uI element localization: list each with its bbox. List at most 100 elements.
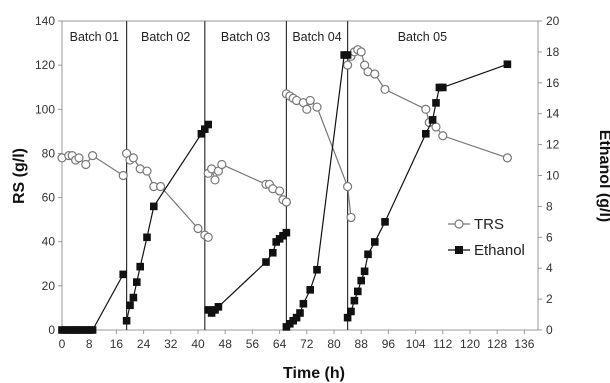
data-point (343, 181, 353, 192)
x-tick-label: 48 (219, 337, 233, 351)
legend: TRS Ethanol (448, 216, 525, 259)
y2-tick-label: 6 (546, 230, 553, 244)
data-point (81, 159, 91, 170)
data-point (381, 218, 389, 226)
data-point (305, 95, 315, 106)
series-line (126, 124, 209, 321)
data-point (142, 166, 152, 176)
x-tick-label: 112 (433, 337, 452, 351)
data-point (343, 313, 352, 322)
data-point (281, 197, 291, 207)
y2-axis-title: Ethanol (g/l) (596, 130, 610, 222)
data-point (302, 104, 312, 114)
data-point (360, 267, 369, 276)
data-point (313, 265, 321, 274)
x-tick-label: 80 (327, 337, 341, 351)
batch-label: Batch 04 (292, 30, 341, 44)
data-point (203, 232, 213, 242)
series-ethanol (58, 51, 512, 334)
data-point (422, 129, 430, 138)
y2-tick-label: 20 (546, 14, 560, 28)
data-point (129, 293, 138, 302)
data-point (143, 233, 151, 242)
batch-label: Batch 05 (398, 30, 447, 44)
data-point (282, 228, 291, 237)
x-tick-label: 16 (110, 337, 124, 351)
y2-tick-label: 4 (546, 261, 553, 275)
data-point (371, 238, 379, 246)
data-point (312, 102, 322, 112)
series-layer (57, 45, 512, 334)
y-tick-label: 140 (35, 14, 55, 28)
data-point (201, 125, 209, 133)
legend-trs-marker (454, 219, 464, 229)
batch-label: Batch 02 (141, 30, 190, 44)
data-point (275, 186, 285, 196)
x-tick-label: 24 (137, 337, 151, 351)
data-point (119, 270, 127, 279)
y2-tick-label: 2 (546, 292, 553, 306)
y-axis-title: RS (g/l) (11, 148, 28, 204)
data-point (128, 153, 138, 163)
x-tick-label: 128 (487, 337, 507, 351)
data-point (370, 69, 380, 79)
data-point (126, 301, 134, 310)
x-tick-label: 0 (59, 337, 66, 351)
data-point (350, 296, 359, 305)
data-point (197, 129, 206, 138)
data-point (156, 181, 166, 192)
batch-boundaries (125, 21, 349, 330)
legend-trs-label: TRS (474, 216, 504, 233)
x-tick-label: 56 (246, 337, 260, 351)
data-point (262, 258, 270, 266)
y-tick-label: 40 (42, 235, 56, 249)
data-point (439, 83, 447, 92)
data-point (357, 276, 365, 285)
data-point (503, 60, 512, 69)
x-tick-label: 104 (406, 337, 426, 351)
data-point (364, 250, 372, 259)
data-point (347, 307, 355, 316)
x-tick-label: 136 (514, 337, 534, 351)
batch-label: Batch 01 (70, 30, 119, 44)
y2-tick-label: 10 (546, 169, 560, 183)
data-point (296, 309, 304, 317)
data-point (346, 212, 356, 223)
series-trs (57, 45, 512, 242)
data-point (292, 313, 301, 322)
y-tick-label: 100 (35, 102, 55, 116)
y-tick-label: 0 (48, 323, 55, 337)
data-point (150, 202, 158, 211)
y2-tick-label: 14 (546, 107, 560, 121)
series-line (347, 48, 508, 159)
y-tick-label: 120 (35, 58, 55, 72)
y2-tick-label: 0 (546, 323, 553, 337)
data-point (428, 116, 437, 124)
legend-ethanol-label: Ethanol (474, 242, 525, 259)
y-tick-label: 80 (42, 146, 56, 160)
x-axis-title: Time (h) (283, 365, 345, 382)
labels-layer: 0 8 16 24 32 40 48 56 64 72 80 88 96 104 112 120 128 1360… (35, 14, 560, 351)
y2-tick-label: 8 (546, 199, 553, 213)
x-tick-label: 40 (191, 337, 205, 351)
data-point (122, 316, 131, 325)
y2-tick-label: 18 (546, 45, 560, 59)
x-tick-label: 120 (460, 337, 480, 351)
x-tick-label: 96 (382, 337, 396, 351)
x-tick-label: 72 (300, 337, 314, 351)
data-point (354, 287, 362, 296)
series-line (62, 274, 124, 331)
data-point (214, 303, 223, 311)
y-tick-label: 60 (42, 191, 56, 205)
data-point (88, 326, 97, 334)
axes (58, 20, 542, 334)
data-point (193, 223, 203, 234)
x-tick-label: 64 (273, 337, 287, 351)
y2-tick-label: 16 (546, 76, 560, 90)
data-point (269, 248, 277, 257)
data-point (380, 84, 390, 95)
series-line (347, 63, 508, 318)
x-tick-label: 88 (355, 337, 369, 351)
x-tick-label: 8 (86, 337, 93, 351)
